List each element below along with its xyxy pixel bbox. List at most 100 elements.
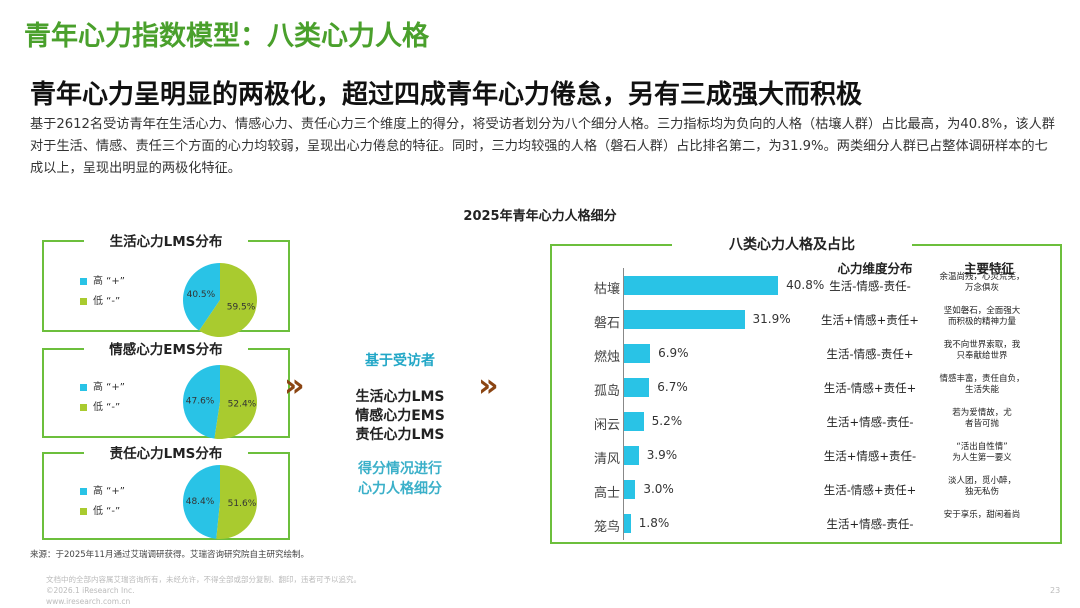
persona-feature: 余温尚残，心灵荒芜， 万念俱灰 xyxy=(932,272,1032,294)
pie-slice-label: 47.6% xyxy=(186,396,215,406)
method-line: 责任心力LMS xyxy=(355,427,445,443)
persona-dimension: 生活-情感-责任+ xyxy=(826,347,914,361)
persona-label: 笼鸟 xyxy=(593,520,620,535)
pie-chart-lms: 40.5% 59.5% xyxy=(183,263,257,337)
copyright-note: 文档中的全部内容属艾瑞咨询所有，未经允许，不得全部或部分复制、翻印，违者可予以追… xyxy=(46,575,361,584)
persona-dimension: 生活+情感-责任- xyxy=(826,415,914,429)
persona-panel: 八类心力人格及占比 xyxy=(550,234,1062,544)
source-note: 来源：于2025年11月通过艾瑞调研获得。艾瑞咨询研究院自主研究绘制。 xyxy=(30,550,309,560)
page-title: 青年心力指数模型：八类心力人格 xyxy=(24,21,429,52)
copyright-url: www.iresearch.com.cn xyxy=(46,597,131,606)
persona-panel-title: 八类心力人格及占比 xyxy=(672,234,912,254)
persona-feature-line: 生活失能 xyxy=(964,385,999,395)
persona-bar-value: 6.7% xyxy=(657,380,688,394)
copyright-company: ©2026.1 iResearch Inc. xyxy=(46,586,135,595)
method-line: 生活心力LMS xyxy=(355,389,445,405)
chevron-right-icon: » xyxy=(284,366,304,404)
legend-high-label: 高 “+” xyxy=(93,486,125,497)
pie-panel-lms: 生活心力LMS分布 高 “+” 低 “-” 40.5% 59.5% xyxy=(42,230,290,337)
persona-label: 磐石 xyxy=(593,316,620,331)
legend-low: 低 “-” xyxy=(80,398,120,413)
legend-low: 低 “-” xyxy=(80,292,120,307)
persona-label: 枯壤 xyxy=(593,282,620,297)
legend-high-label: 高 “+” xyxy=(93,382,125,393)
persona-feature-line: 只奉献给世界 xyxy=(956,351,1008,361)
legend-high-swatch xyxy=(80,487,87,495)
persona-bar xyxy=(624,480,636,499)
legend-high: 高 “+” xyxy=(80,378,125,393)
pie-slice-high xyxy=(183,263,220,331)
pie-slice-label: 52.4% xyxy=(228,400,257,410)
legend-high: 高 “+” xyxy=(80,482,125,497)
persona-label: 闲云 xyxy=(593,418,620,433)
persona-feature: 安于享乐，甜闲着尚 xyxy=(932,510,1032,521)
persona-bar-value: 1.8% xyxy=(638,516,670,530)
persona-bar-value: 3.0% xyxy=(643,482,674,496)
legend-high-swatch xyxy=(80,277,87,285)
persona-bar xyxy=(624,514,631,533)
legend-low-label: 低 “-” xyxy=(93,402,121,413)
figure-title: 2025年青年心力人格细分 xyxy=(463,209,617,224)
pie-slice-high xyxy=(183,465,220,539)
persona-feature-line: 万念俱灰 xyxy=(964,283,999,293)
persona-bar xyxy=(624,446,639,465)
pie-panel-ems: 情感心力EMS分布 高 “+” 低 “-” 47.6% 52.4% xyxy=(42,338,290,439)
pie-panel-rms: 责任心力LMS分布 高 “+” 低 “-” 48.4% 51.6% xyxy=(42,442,290,540)
persona-dimension: 生活+情感+责任+ xyxy=(821,313,919,327)
persona-feature: “活出自性情” 为人生第一要义 xyxy=(932,442,1032,464)
legend-low-label: 低 “-” xyxy=(93,296,121,307)
persona-label: 孤岛 xyxy=(593,384,620,399)
legend-low: 低 “-” xyxy=(80,502,120,517)
persona-feature: 坚如磐石，全面强大 而积极的精神力量 xyxy=(932,306,1032,328)
persona-bar xyxy=(624,310,745,329)
persona-label: 清风 xyxy=(593,452,620,467)
persona-dimension: 生活+情感-责任- xyxy=(826,517,914,531)
page-subtitle: 青年心力呈明显的两极化，超过四成青年心力倦怠，另有三成强大而积极 xyxy=(30,80,863,110)
pie-title: 责任心力LMS分布 xyxy=(84,442,248,462)
persona-bar xyxy=(624,412,644,431)
pie-slice-high xyxy=(183,365,220,439)
persona-bar xyxy=(624,344,651,363)
pie-slice-label: 51.6% xyxy=(228,499,257,509)
method-head: 基于受访者 xyxy=(365,353,435,369)
persona-feature-line: “活出自性情” xyxy=(956,442,1008,452)
persona-dimension: 生活-情感+责任+ xyxy=(823,483,917,497)
pie-chart-rms: 48.4% 51.6% xyxy=(183,465,258,539)
column-header-dimension: 心力维度分布 xyxy=(837,261,913,276)
bar-axis xyxy=(623,268,624,540)
pie-slice-low xyxy=(216,465,258,539)
persona-feature-line: 淡人团，觅小醉， xyxy=(947,476,1016,486)
pie-slice-label: 40.5% xyxy=(187,290,216,300)
persona-feature-line: 我不向世界索取，我 xyxy=(943,340,1021,350)
persona-feature-line: 为人生第一要义 xyxy=(952,453,1012,463)
persona-feature-line: 余温尚残，心灵荒芜， xyxy=(939,272,1025,282)
persona-feature-line: 而积极的精神力量 xyxy=(947,317,1016,327)
persona-feature: 若为爱情故，尤 者皆可抛 xyxy=(932,408,1032,430)
method-line: 情感心力EMS xyxy=(355,408,445,424)
pie-title: 生活心力LMS分布 xyxy=(84,230,248,250)
legend-high-label: 高 “+” xyxy=(93,276,125,287)
persona-feature: 我不向世界索取，我 只奉献给世界 xyxy=(932,340,1032,362)
persona-bar-value: 31.9% xyxy=(752,312,791,326)
pie-slice-low xyxy=(199,263,257,337)
persona-feature: 情感丰富，责任自负， 生活失能 xyxy=(932,374,1032,396)
persona-feature-line: 独无私伤 xyxy=(964,487,999,497)
description-text: 基于2612名受访青年在生活心力、情感心力、责任心力三个维度上的得分，将受访者划… xyxy=(30,117,1055,176)
persona-label: 燃烛 xyxy=(593,350,620,365)
pie-slice-label: 48.4% xyxy=(186,497,215,507)
persona-bar xyxy=(624,276,779,295)
method-foot-line: 得分情况进行 xyxy=(358,461,442,477)
persona-bar-chart: 枯壤 40.8% 生活-情感-责任- 余温尚残，心灵荒芜， 万念俱灰 磐石 31.9% 生活+… xyxy=(560,268,1080,540)
persona-dimension: 生活-情感+责任+ xyxy=(823,381,917,395)
legend-high-swatch xyxy=(80,383,87,391)
persona-bar-value: 5.2% xyxy=(651,414,683,428)
method-foot-line: 心力人格细分 xyxy=(358,481,442,497)
pie-title: 情感心力EMS分布 xyxy=(84,338,248,358)
legend-low-swatch xyxy=(80,403,87,411)
persona-label: 高士 xyxy=(593,486,620,501)
column-header-feature: 主要特征 xyxy=(963,261,1014,276)
persona-feature: 淡人团，觅小醉， 独无私伤 xyxy=(932,476,1032,498)
persona-feature-line: 坚如磐石，全面强大 xyxy=(943,306,1021,316)
legend-high: 高 “+” xyxy=(80,272,125,287)
page-number: 23 xyxy=(1050,586,1061,595)
